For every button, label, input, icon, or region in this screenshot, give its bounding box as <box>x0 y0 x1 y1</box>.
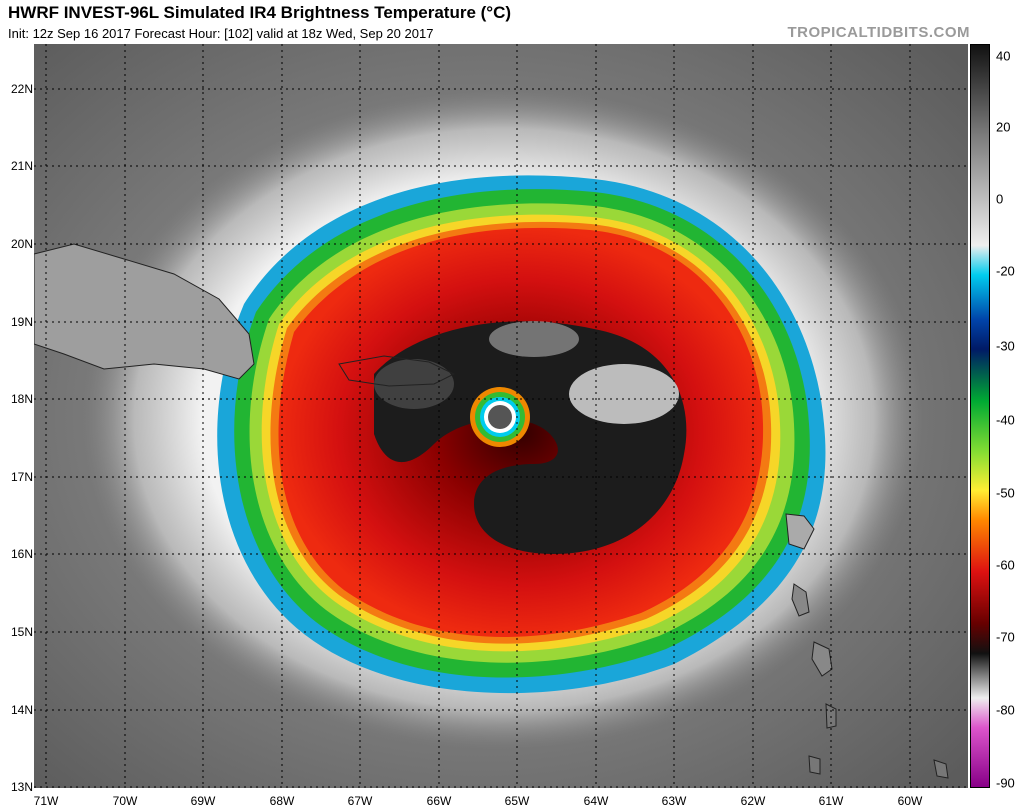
lat-label-21n: 21N <box>10 159 33 173</box>
colorbar-label-minus30: -30 <box>996 338 1015 354</box>
colorbar-label-minus60: -60 <box>996 557 1015 573</box>
lat-label-17n: 17N <box>10 470 33 484</box>
lat-label-20n: 20N <box>10 237 33 251</box>
lat-label-22n: 22N <box>10 82 33 96</box>
lat-label-18n: 18N <box>10 392 33 406</box>
lat-label-13n: 13N <box>10 780 33 794</box>
lat-label-16n: 16N <box>10 547 33 561</box>
lon-label-64w: 64W <box>583 794 609 808</box>
guadeloupe-coast <box>785 513 815 550</box>
colorbar-label-minus80: -80 <box>996 702 1015 718</box>
colorbar-label-minus50: -50 <box>996 485 1015 501</box>
colorbar-label-minus70: -70 <box>996 629 1015 645</box>
map-subtitle: Init: 12z Sep 16 2017 Forecast Hour: [10… <box>8 26 434 41</box>
temperature-colorbar <box>970 44 990 788</box>
lon-label-68w: 68W <box>269 794 295 808</box>
hispaniola-coast <box>34 243 255 380</box>
lon-label-70w: 70W <box>112 794 138 808</box>
brand-watermark: TROPICALTIDBITS.COM <box>787 24 970 41</box>
lon-label-61w: 61W <box>818 794 844 808</box>
lon-label-66w: 66W <box>426 794 452 808</box>
bright-cloud-patch <box>569 364 679 424</box>
colorbar-label-0: 0 <box>996 191 1004 207</box>
martinique-coast <box>811 641 833 677</box>
ir-imagery <box>34 44 968 788</box>
colorbar-label-minus20: -20 <box>996 263 1015 279</box>
lon-label-67w: 67W <box>347 794 373 808</box>
st-vincent-coast <box>808 755 821 775</box>
puerto-rico-coast <box>338 355 456 387</box>
dominica-coast <box>791 583 810 617</box>
lon-label-65w: 65W <box>504 794 530 808</box>
satellite-map <box>34 44 968 788</box>
lat-label-14n: 14N <box>10 703 33 717</box>
colorbar-label-minus40: -40 <box>996 412 1015 428</box>
gray-cloud-patch <box>489 321 579 357</box>
lon-label-63w: 63W <box>661 794 687 808</box>
colorbar-label-minus90: -90 <box>996 775 1015 791</box>
lon-label-69w: 69W <box>190 794 216 808</box>
lon-label-71w: 71W <box>33 794 59 808</box>
hurricane-eye <box>488 405 512 429</box>
lon-label-62w: 62W <box>740 794 766 808</box>
map-title: HWRF INVEST-96L Simulated IR4 Brightness… <box>8 3 512 22</box>
colorbar-label-20: 20 <box>996 119 1011 135</box>
lon-label-60w: 60W <box>897 794 923 808</box>
barbados-coast <box>933 759 949 779</box>
lat-label-15n: 15N <box>10 625 33 639</box>
lat-lon-grid <box>34 44 968 788</box>
colorbar-label-40: 40 <box>996 48 1011 64</box>
lat-label-19n: 19N <box>10 315 33 329</box>
